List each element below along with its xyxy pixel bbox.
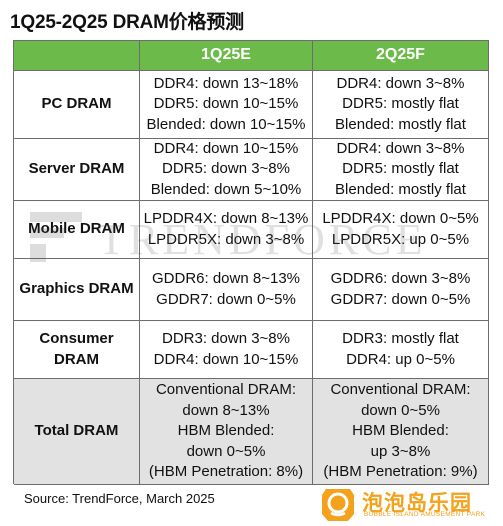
row-label-line: Consumer: [39, 330, 114, 347]
cell-pc-dram-1q25e: DDR4: down 13~18% DDR5: down 10~15% Blen…: [140, 71, 313, 139]
cell-line: DDR3: mostly flat: [342, 330, 459, 347]
cell-line: GDDR7: down 0~5%: [330, 290, 471, 308]
cell-consumer-dram-1q25e: DDR3: down 3~8% DDR4: down 10~15%: [140, 321, 313, 379]
dram-price-table: 1Q25E 2Q25F PC DRAM DDR4: down 13~18% DD…: [13, 40, 489, 485]
cell-line: DDR4: down 3~8%: [336, 74, 465, 92]
cell-line: (HBM Penetration: 8%): [148, 463, 304, 481]
brand-subtitle: BUBBLE ISLAND AMUSEMENT PARK: [364, 511, 486, 518]
cell-line: DDR3: down 3~8%: [162, 330, 290, 347]
cell-graphics-dram-2q25f: GDDR6: down 3~8% GDDR7: down 0~5%: [313, 259, 489, 321]
cell-line: DDR5: down 10~15%: [153, 95, 299, 113]
cell-line: Blended: down 10~15%: [146, 115, 306, 133]
cell-total-dram-2q25f: Conventional DRAM: down 0~5% HBM Blended…: [313, 379, 489, 485]
cell-line: (HBM Penetration: 9%): [323, 463, 478, 481]
cell-line: down 0~5%: [361, 401, 440, 419]
cell-server-dram-2q25f: DDR4: down 3~8% DDR5: mostly flat Blende…: [313, 139, 489, 201]
cell-line: Conventional DRAM:: [155, 381, 297, 399]
cell-line: DDR5: mostly flat: [342, 160, 459, 178]
cell-line: HBM Blended:: [352, 422, 449, 440]
cell-line: Blended: mostly flat: [335, 115, 466, 133]
table-row-server-dram: Server DRAM DDR4: down 10~15% DDR5: down…: [14, 139, 489, 201]
cell-line: down 0~5%: [186, 442, 266, 460]
cell-line: GDDR7: down 0~5%: [156, 290, 296, 308]
cell-total-dram-1q25e: Conventional DRAM: down 8~13% HBM Blende…: [140, 379, 313, 485]
row-label-pc-dram: PC DRAM: [14, 71, 140, 139]
cell-line: DDR4: down 3~8%: [336, 139, 465, 157]
cell-line: LPDDR5X: up 0~5%: [331, 230, 470, 248]
bubble-island-logo-icon: [322, 489, 354, 521]
cell-line: Conventional DRAM:: [330, 381, 471, 399]
cell-mobile-dram-2q25f: LPDDR4X: down 0~5% LPDDR5X: up 0~5%: [313, 201, 489, 259]
cell-line: LPDDR5X: down 3~8%: [147, 230, 305, 248]
cell-server-dram-1q25e: DDR4: down 10~15% DDR5: down 3~8% Blende…: [140, 139, 313, 201]
cell-line: DDR5: mostly flat: [342, 95, 459, 113]
source-note: Source: TrendForce, March 2025: [24, 491, 215, 506]
row-label-consumer-dram: Consumer DRAM: [14, 321, 140, 379]
cell-line: HBM Blended:: [177, 422, 275, 440]
cell-line: LPDDR4X: down 8~13%: [143, 210, 309, 227]
cell-line: down 8~13%: [182, 401, 270, 419]
cell-mobile-dram-1q25e: LPDDR4X: down 8~13% LPDDR5X: down 3~8%: [140, 201, 313, 259]
cell-line: up 3~8%: [370, 442, 431, 460]
cell-line: Blended: down 5~10%: [150, 180, 302, 198]
table-row-consumer-dram: Consumer DRAM DDR3: down 3~8% DDR4: down…: [14, 321, 489, 379]
row-label-total-dram: Total DRAM: [14, 379, 140, 485]
cell-line: DDR5: down 3~8%: [162, 160, 290, 178]
cell-line: DDR4: up 0~5%: [346, 350, 455, 368]
cell-line: Blended: mostly flat: [335, 180, 466, 198]
cell-line: GDDR6: down 3~8%: [330, 270, 471, 287]
table-row-graphics-dram: Graphics DRAM GDDR6: down 8~13% GDDR7: d…: [14, 259, 489, 321]
cell-graphics-dram-1q25e: GDDR6: down 8~13% GDDR7: down 0~5%: [140, 259, 313, 321]
table-row-pc-dram: PC DRAM DDR4: down 13~18% DDR5: down 10~…: [14, 71, 489, 139]
table-row-total-dram: Total DRAM Conventional DRAM: down 8~13%…: [14, 379, 489, 485]
brand-logo: 泡泡岛乐园 BUBBLE ISLAND AMUSEMENT PARK: [318, 486, 500, 524]
row-label-line: DRAM: [54, 350, 99, 368]
header-empty-cell: [14, 41, 140, 71]
cell-line: DDR4: down 13~18%: [153, 74, 299, 92]
header-2q25f: 2Q25F: [313, 41, 489, 71]
cell-pc-dram-2q25f: DDR4: down 3~8% DDR5: mostly flat Blende…: [313, 71, 489, 139]
page-title: 1Q25-2Q25 DRAM价格预测: [10, 12, 244, 33]
cell-line: DDR4: down 10~15%: [153, 350, 299, 368]
cell-line: DDR4: down 10~15%: [153, 139, 299, 157]
row-label-server-dram: Server DRAM: [14, 139, 140, 201]
cell-consumer-dram-2q25f: DDR3: mostly flat DDR4: up 0~5%: [313, 321, 489, 379]
table-header-row: 1Q25E 2Q25F: [14, 41, 489, 71]
row-label-graphics-dram: Graphics DRAM: [14, 259, 140, 321]
cell-line: GDDR6: down 8~13%: [152, 270, 300, 287]
row-label-mobile-dram: Mobile DRAM: [14, 201, 140, 259]
brand-name: 泡泡岛乐园: [362, 492, 472, 515]
cell-line: LPDDR4X: down 0~5%: [322, 210, 479, 227]
table-row-mobile-dram: Mobile DRAM LPDDR4X: down 8~13% LPDDR5X:…: [14, 201, 489, 259]
header-1q25e: 1Q25E: [140, 41, 313, 71]
